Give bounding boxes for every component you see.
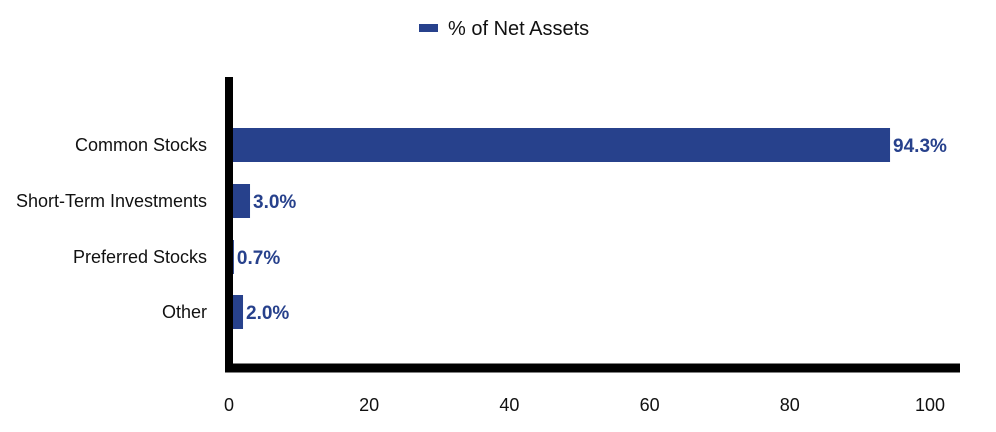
category-label: Short-Term Investments bbox=[16, 191, 207, 211]
x-tick-label: 100 bbox=[915, 395, 945, 415]
data-label: 94.3% bbox=[893, 136, 947, 157]
bar bbox=[229, 184, 251, 218]
x-tick-label: 60 bbox=[640, 395, 660, 415]
category-label: Common Stocks bbox=[75, 135, 207, 155]
category-label: Other bbox=[162, 302, 207, 322]
x-tick-label: 40 bbox=[499, 395, 519, 415]
x-tick-label: 0 bbox=[224, 395, 234, 415]
data-label: 0.7% bbox=[237, 248, 280, 269]
category-label: Preferred Stocks bbox=[73, 247, 207, 267]
x-tick-label: 20 bbox=[359, 395, 379, 415]
legend: % of Net Assets bbox=[419, 18, 589, 40]
plot-area: Common Stocks 94.3% Short-Term Investments… bbox=[16, 77, 960, 415]
x-tick-label: 80 bbox=[780, 395, 800, 415]
bar bbox=[229, 128, 891, 162]
data-label: 3.0% bbox=[253, 192, 296, 213]
legend-label: % of Net Assets bbox=[448, 18, 589, 40]
legend-swatch bbox=[419, 24, 438, 32]
data-label: 2.0% bbox=[246, 303, 289, 324]
